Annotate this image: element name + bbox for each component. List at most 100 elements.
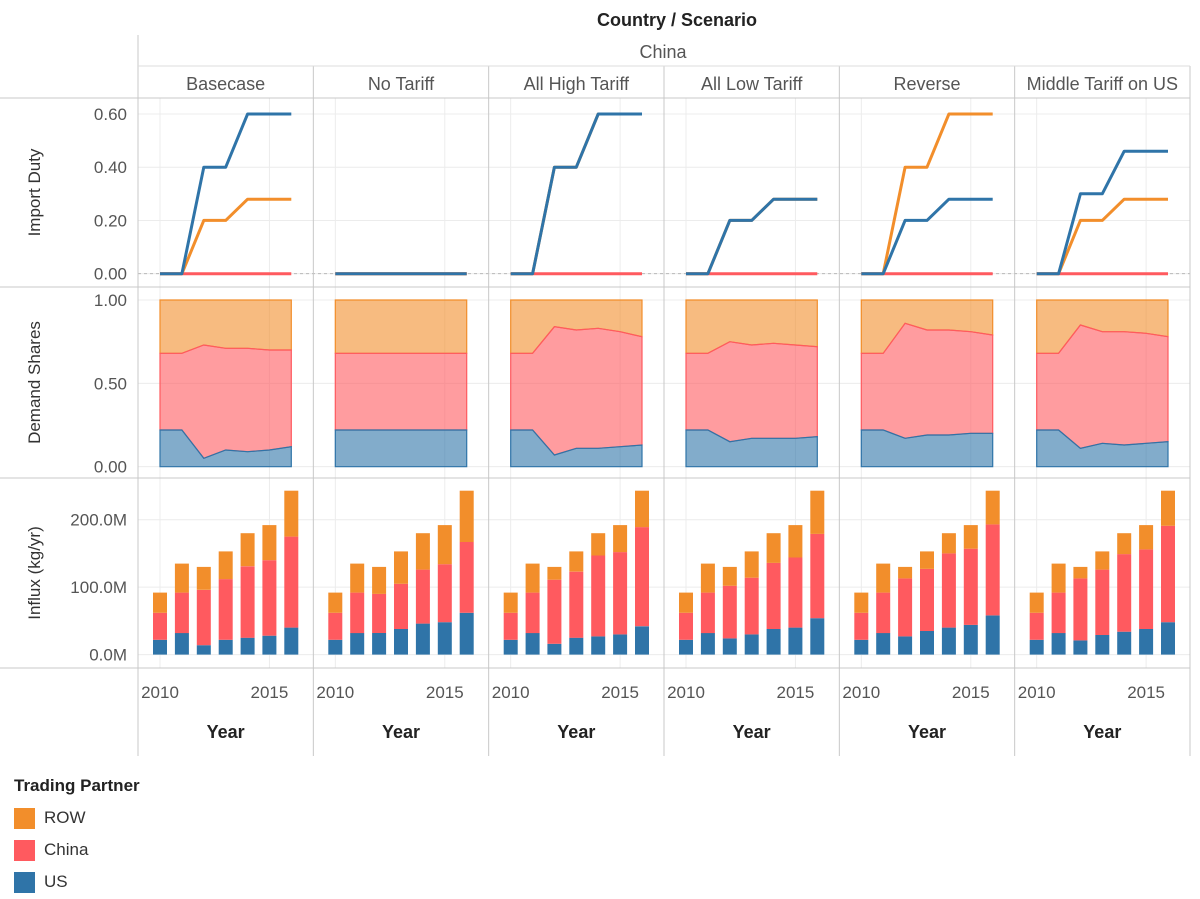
scenario-header-3: All Low Tariff: [701, 74, 803, 94]
x-tick-label-0-0: 2010: [141, 683, 179, 702]
influx-bar-china-4-2010: [854, 612, 869, 640]
influx-bar-china-3-2010: [679, 612, 693, 640]
influx-bar-china-3-2016: [810, 533, 825, 619]
x-tick-label-1-1: 2015: [426, 683, 464, 702]
legend-item-china[interactable]: China: [14, 834, 140, 866]
x-tick-label-4-0: 2010: [842, 683, 880, 702]
influx-bar-us-2-2011: [525, 633, 540, 655]
share-area-china-3: [685, 341, 818, 443]
influx-bar-row-1-2015: [437, 525, 452, 565]
influx-bar-china-5-2016: [1161, 525, 1175, 623]
influx-bar-china-4-2014: [941, 553, 956, 628]
influx-bar-row-0-2012: [196, 566, 211, 590]
share-area-us-2: [510, 429, 643, 468]
influx-bar-row-5-2012: [1073, 566, 1088, 579]
influx-bar-china-0-2015: [262, 560, 277, 636]
influx-bar-row-5-2015: [1139, 525, 1154, 550]
influx-bar-row-4-2016: [985, 490, 1000, 525]
legend-item-row[interactable]: ROW: [14, 802, 140, 834]
influx-bar-us-4-2014: [941, 627, 956, 655]
influx-bar-row-3-2014: [766, 533, 781, 563]
scenario-header-2: All High Tariff: [524, 74, 630, 94]
influx-bar-china-2-2016: [635, 527, 649, 627]
legend-swatch-us: [14, 871, 35, 893]
influx-bar-row-4-2015: [963, 525, 978, 549]
influx-bar-row-3-2011: [700, 563, 715, 593]
influx-bar-us-1-2011: [350, 633, 365, 655]
influx-bar-us-4-2016: [985, 615, 1000, 655]
influx-bar-us-2-2015: [613, 634, 628, 655]
influx-bar-row-4-2012: [898, 566, 913, 579]
influx-bar-row-2-2015: [613, 525, 628, 553]
scenario-header-1: No Tariff: [368, 74, 435, 94]
influx-bar-row-0-2015: [262, 525, 277, 561]
x-tick-label-3-1: 2015: [777, 683, 815, 702]
influx-bar-row-5-2013: [1095, 551, 1110, 570]
influx-bar-row-2-2011: [525, 563, 540, 593]
influx-bar-row-3-2010: [679, 592, 693, 613]
influx-bar-us-0-2016: [284, 627, 299, 655]
x-tick-label-2-0: 2010: [492, 683, 530, 702]
influx-bar-row-0-2011: [174, 563, 189, 593]
influx-bar-china-0-2014: [240, 566, 255, 638]
influx-bar-china-4-2013: [920, 569, 934, 631]
y-tick-label-1-0: 0.00: [94, 458, 127, 477]
influx-bar-us-3-2011: [700, 633, 715, 655]
legend-item-us[interactable]: US: [14, 866, 140, 898]
legend-swatch-china: [14, 839, 35, 861]
influx-bar-row-4-2013: [920, 551, 934, 569]
influx-bar-china-0-2012: [196, 589, 211, 646]
influx-bar-row-2-2012: [547, 566, 562, 580]
influx-bar-us-0-2012: [196, 645, 211, 655]
influx-bar-china-5-2010: [1029, 612, 1044, 640]
influx-bar-us-3-2014: [766, 629, 781, 655]
y-tick-label-0-0: 0.00: [94, 265, 127, 284]
duty-line-row-4: [861, 112, 993, 276]
y-tick-label-1-1: 0.50: [94, 374, 127, 393]
influx-bar-us-0-2011: [174, 633, 189, 655]
influx-bar-row-3-2012: [722, 566, 737, 586]
influx-bar-row-3-2013: [744, 551, 759, 578]
chart-title: Country / Scenario: [597, 10, 757, 30]
influx-bar-china-1-2011: [350, 592, 365, 634]
x-tick-label-5-1: 2015: [1127, 683, 1165, 702]
influx-bar-us-1-2015: [437, 622, 452, 655]
share-area-china-1: [334, 352, 468, 431]
duty-line-us-5: [1036, 149, 1168, 276]
influx-bar-row-2-2014: [591, 533, 606, 556]
influx-bar-row-5-2016: [1161, 490, 1175, 526]
influx-bar-china-5-2011: [1051, 592, 1066, 634]
influx-bar-china-1-2012: [372, 593, 387, 633]
duty-line-us-4: [861, 197, 993, 276]
legend-title: Trading Partner: [14, 776, 140, 795]
influx-bar-us-2-2014: [591, 636, 606, 655]
influx-bar-china-3-2011: [700, 592, 715, 634]
legend: Trading Partner ROW China US: [14, 776, 140, 898]
influx-bar-us-2-2010: [503, 639, 518, 655]
influx-bar-us-4-2015: [963, 624, 978, 655]
influx-bar-row-4-2011: [876, 563, 891, 593]
influx-bar-china-0-2013: [218, 579, 233, 640]
influx-bar-row-4-2010: [854, 592, 869, 613]
influx-bar-row-3-2016: [810, 490, 825, 534]
influx-bar-china-1-2010: [328, 612, 343, 640]
influx-bar-row-0-2016: [284, 490, 299, 537]
x-tick-label-0-1: 2015: [251, 683, 289, 702]
y-tick-label-0-1: 0.20: [94, 211, 127, 230]
y-axis-title-1: Demand Shares: [25, 321, 44, 444]
influx-bar-us-1-2012: [372, 633, 387, 655]
influx-bar-us-5-2011: [1051, 633, 1066, 655]
x-axis-title-4: Year: [908, 722, 946, 742]
y-tick-label-2-0: 0.0M: [89, 646, 127, 665]
influx-bar-us-3-2013: [744, 634, 759, 655]
influx-bar-us-2-2013: [569, 637, 584, 655]
influx-bar-china-2-2014: [591, 555, 606, 637]
influx-bar-row-1-2011: [350, 563, 365, 593]
influx-bar-china-3-2015: [788, 557, 803, 628]
scenario-header-5: Middle Tariff on US: [1027, 74, 1178, 94]
influx-bar-row-2-2016: [635, 490, 649, 528]
influx-bar-row-0-2010: [153, 592, 167, 613]
influx-bar-china-5-2015: [1139, 549, 1154, 629]
influx-bar-us-5-2010: [1029, 639, 1044, 655]
duty-line-row-2: [510, 112, 642, 276]
